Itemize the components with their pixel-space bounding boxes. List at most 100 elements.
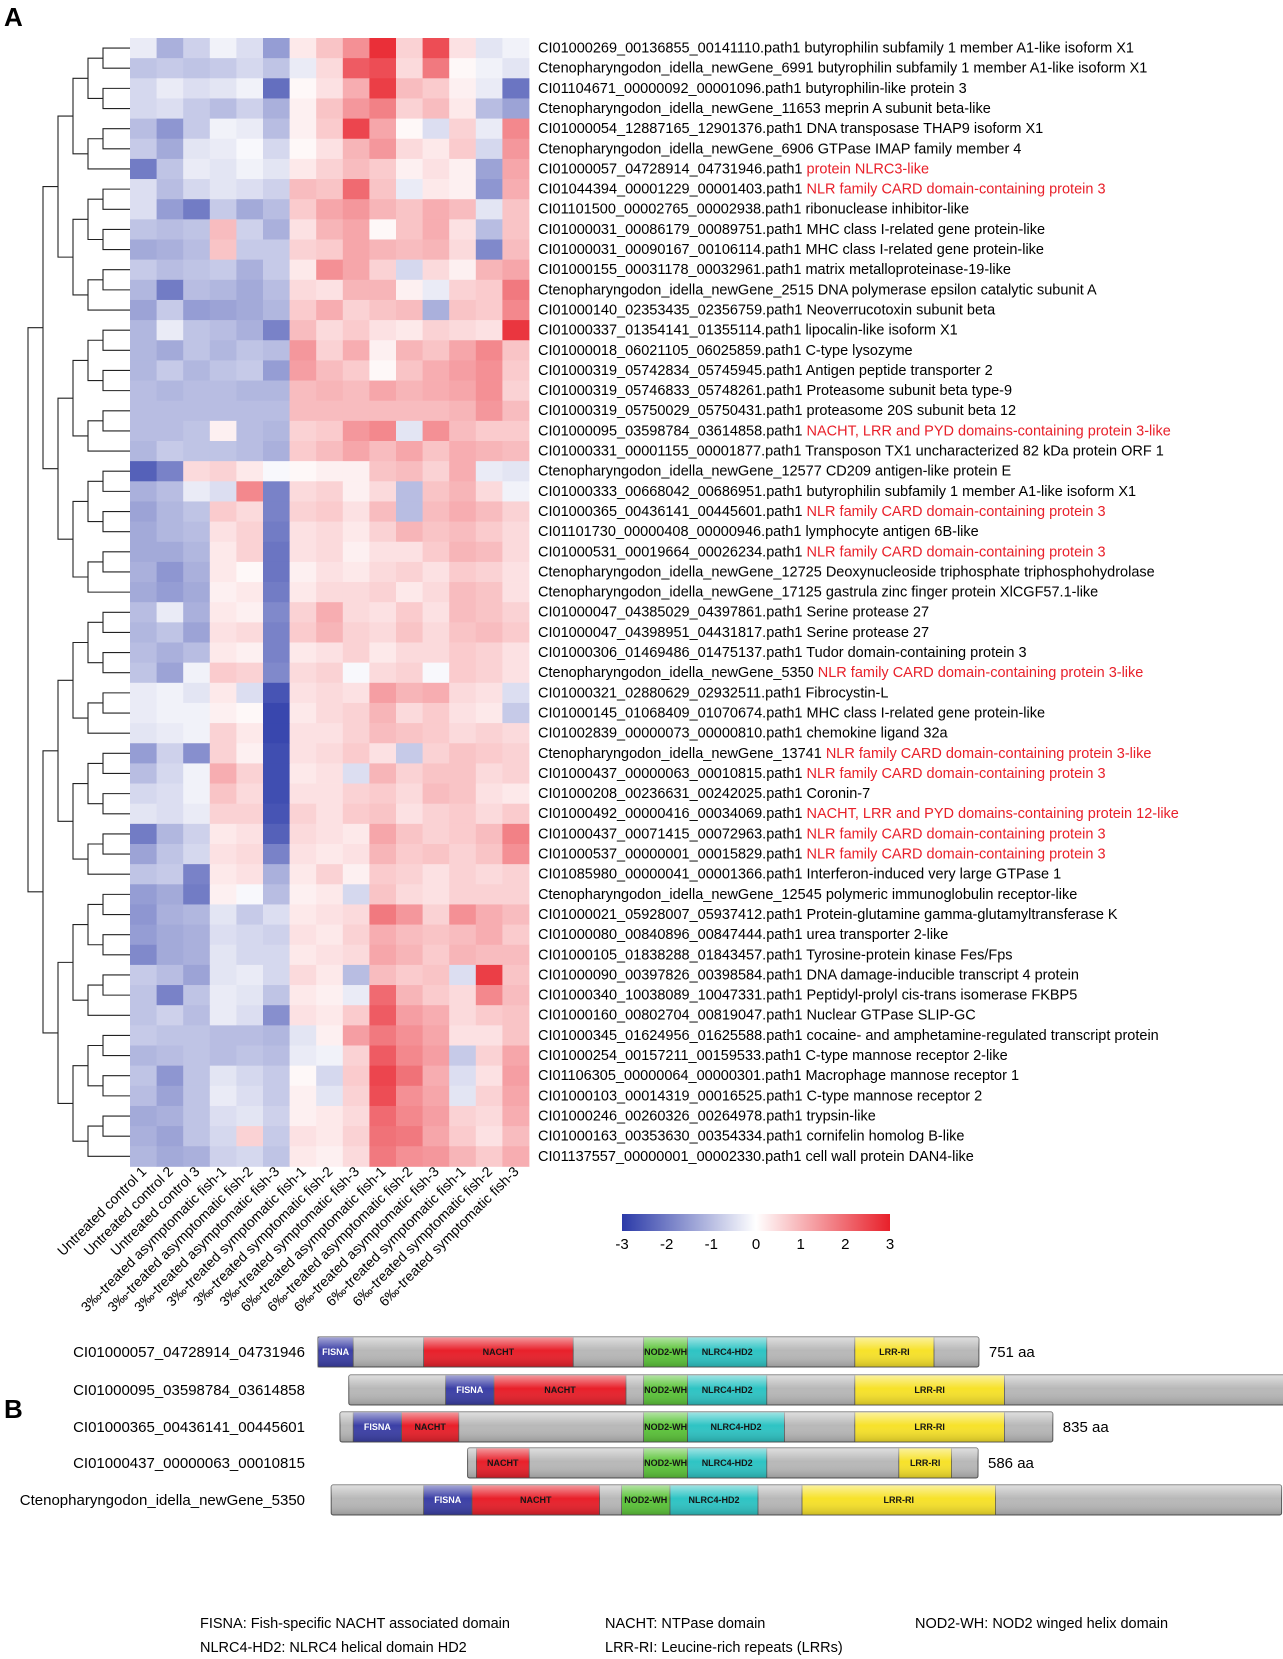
- heatmap-cell: [156, 380, 184, 402]
- heatmap-cell: [183, 622, 211, 643]
- heatmap-cell: [422, 279, 450, 301]
- heatmap-cell: [263, 561, 290, 583]
- heatmap-cell: [156, 985, 184, 1006]
- gene-description: NLR family CARD domain-containing protei…: [818, 665, 1144, 681]
- heatmap-cell: [369, 78, 397, 99]
- heatmap-cell: [502, 158, 530, 180]
- heatmap-cell: [396, 964, 423, 986]
- heatmap-cell: [263, 541, 290, 563]
- dendrogram-branch: [72, 924, 88, 1001]
- heatmap-cell: [475, 199, 503, 220]
- heatmap-cell: [236, 1045, 264, 1067]
- heatmap-cell: [130, 400, 157, 422]
- heatmap-cell: [130, 441, 157, 462]
- gene-label: CI01000105_01838288_01843457.path1 Tyros…: [538, 947, 1013, 963]
- gene-description: polymeric immunoglobulin receptor-like: [826, 887, 1077, 903]
- heatmap-cell: [209, 58, 237, 79]
- gene-label: CI01000531_00019664_00026234.path1 NLR f…: [538, 544, 1106, 560]
- heatmap-cell: [369, 299, 397, 321]
- heatmap-cell: [396, 219, 423, 240]
- gene-label: CI01044394_00001229_00001403.path1 NLR f…: [538, 182, 1106, 198]
- heatmap-cell: [316, 904, 344, 925]
- heatmap-cell: [289, 884, 317, 905]
- heatmap-cell: [449, 743, 477, 764]
- heatmap-cell: [130, 118, 157, 140]
- gene-description: Fibrocystin-L: [805, 685, 888, 701]
- heatmap-cell: [316, 864, 344, 885]
- heatmap-cell: [475, 1065, 503, 1087]
- heatmap-cell: [396, 541, 423, 563]
- heatmap-cell: [396, 259, 423, 281]
- heatmap-cell: [263, 743, 290, 764]
- heatmap-cell: [396, 400, 423, 422]
- gene-description: gastrula zinc finger protein XlCGF57.1-l…: [826, 585, 1098, 601]
- heatmap-cell: [396, 78, 423, 99]
- gene-id: CI01000254_00157211_00159533.path1: [538, 1048, 805, 1064]
- heatmap-cell: [342, 1025, 370, 1046]
- heatmap-cell: [369, 420, 397, 442]
- gene-description: NLR family CARD domain-containing protei…: [807, 766, 1106, 782]
- heatmap-cell: [502, 541, 530, 563]
- gene-label: Ctenopharyngodon_idella_newGene_6991 but…: [538, 61, 1147, 77]
- heatmap-cell: [289, 944, 317, 966]
- heatmap-cell: [396, 420, 423, 442]
- heatmap-cell: [236, 1126, 264, 1147]
- heatmap-cell: [209, 1146, 237, 1167]
- heatmap-cell: [422, 864, 450, 885]
- heatmap-cell: [422, 199, 450, 220]
- gene-id: CI01000140_02353435_02356759.path1: [538, 302, 807, 318]
- heatmap-cell: [396, 904, 423, 925]
- dendrogram-branch: [87, 1044, 103, 1087]
- dendrogram-branch: [102, 752, 130, 775]
- heatmap-cell: [289, 481, 317, 502]
- heatmap-cell: [475, 1045, 503, 1067]
- heatmap-cell: [396, 884, 423, 905]
- heatmap-cell: [475, 723, 503, 744]
- dendrogram-branch: [102, 128, 130, 150]
- heatmap-cell: [236, 642, 264, 664]
- heatmap-cell: [422, 541, 450, 563]
- heatmap-cell: [130, 1146, 157, 1167]
- heatmap-cell: [475, 320, 503, 341]
- gene-label: CI01000333_00668042_00686951.path1 butyr…: [538, 484, 1136, 500]
- heatmap-cell: [209, 803, 237, 825]
- heatmap-cell: [396, 642, 423, 664]
- heatmap-cell: [236, 78, 264, 99]
- heatmap-cell: [422, 682, 450, 704]
- row-dendrogram: [27, 47, 130, 1157]
- heatmap-cell: [236, 844, 264, 865]
- heatmap-cell: [396, 521, 423, 543]
- heatmap-cell: [475, 118, 503, 140]
- heatmap-cell: [369, 1126, 397, 1147]
- gene-id: CI01000340_10038089_10047331.path1: [538, 988, 807, 1004]
- heatmap-cell: [422, 944, 450, 966]
- dendrogram-branch: [87, 903, 103, 946]
- heatmap-cell: [369, 1085, 397, 1107]
- heatmap-cell: [422, 642, 450, 664]
- heatmap-cell: [236, 98, 264, 119]
- heatmap-cell: [183, 299, 211, 321]
- heatmap-cell: [449, 561, 477, 583]
- heatmap-cell: [449, 521, 477, 543]
- heatmap-cell: [422, 420, 450, 442]
- colorbar-gradient: [622, 1214, 890, 1231]
- heatmap-cell: [475, 441, 503, 462]
- heatmap-cell: [130, 179, 157, 200]
- heatmap-cell: [289, 1126, 317, 1147]
- gene-id: CI01000103_00014319_00016525.path1: [538, 1088, 807, 1104]
- heatmap-cell: [396, 98, 423, 119]
- heatmap-cell: [130, 823, 157, 845]
- heatmap-cell: [183, 803, 211, 825]
- heatmap-cell: [236, 481, 264, 502]
- heatmap-cell: [289, 420, 317, 442]
- heatmap-cell: [156, 622, 184, 643]
- colorbar-tick: -3: [615, 1236, 628, 1253]
- heatmap-cell: [130, 702, 157, 724]
- protein-name: CI01000365_00436141_00445601: [73, 1419, 305, 1436]
- heatmap-cell: [156, 179, 184, 200]
- heatmap-cell: [263, 219, 290, 240]
- heatmap-cell: [130, 561, 157, 583]
- heatmap-cell: [183, 58, 211, 79]
- gene-description: ribonuclease inhibitor-like: [805, 202, 969, 218]
- heatmap-cell: [236, 259, 264, 281]
